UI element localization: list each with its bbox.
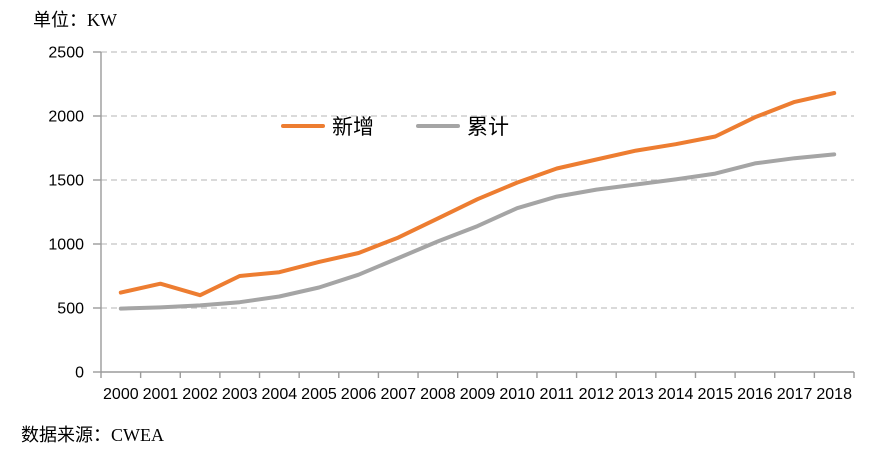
y-axis-label: 2000 (48, 109, 84, 126)
legend-item-new: 新增 (281, 111, 374, 141)
x-axis-label: 2005 (301, 386, 337, 403)
x-axis-label: 2008 (420, 386, 456, 403)
legend-swatch-cumulative-icon (416, 123, 460, 129)
legend: 新增 累计 (281, 111, 509, 141)
x-axis-label: 2007 (380, 386, 416, 403)
x-axis-label: 2016 (737, 386, 773, 403)
x-axis-label: 2006 (341, 386, 377, 403)
x-axis-label: 2001 (143, 386, 179, 403)
x-axis-label: 2010 (499, 386, 535, 403)
x-axis-label: 2017 (777, 386, 813, 403)
legend-label-new: 新增 (332, 115, 374, 139)
x-axis-label: 2011 (540, 386, 575, 403)
x-axis-label: 2002 (182, 386, 218, 403)
y-axis-label: 0 (75, 365, 84, 382)
y-axis-label: 2500 (48, 45, 84, 62)
x-axis-label: 2013 (618, 386, 654, 403)
x-axis-label: 2000 (103, 386, 139, 403)
data-source-label: 数据来源：CWEA (21, 425, 164, 445)
series-line-cumulative (118, 152, 837, 311)
x-axis-label: 2009 (460, 386, 496, 403)
x-axis-label: 2015 (697, 386, 733, 403)
x-axis-label: 2014 (658, 386, 694, 403)
y-axis-label: 500 (57, 301, 84, 318)
x-axis-label: 2012 (579, 386, 615, 403)
y-axis-label: 1500 (48, 173, 84, 190)
legend-item-cumulative: 累计 (416, 111, 509, 141)
unit-label: 单位：KW (33, 10, 117, 30)
x-axis-label: 2003 (222, 386, 258, 403)
legend-label-cumulative: 累计 (467, 115, 509, 139)
legend-swatch-new-icon (281, 123, 325, 129)
x-axis-label: 2004 (262, 386, 298, 403)
y-axis-label: 1000 (48, 237, 84, 254)
x-axis-label: 2018 (816, 386, 852, 403)
series-line-new (118, 91, 837, 298)
